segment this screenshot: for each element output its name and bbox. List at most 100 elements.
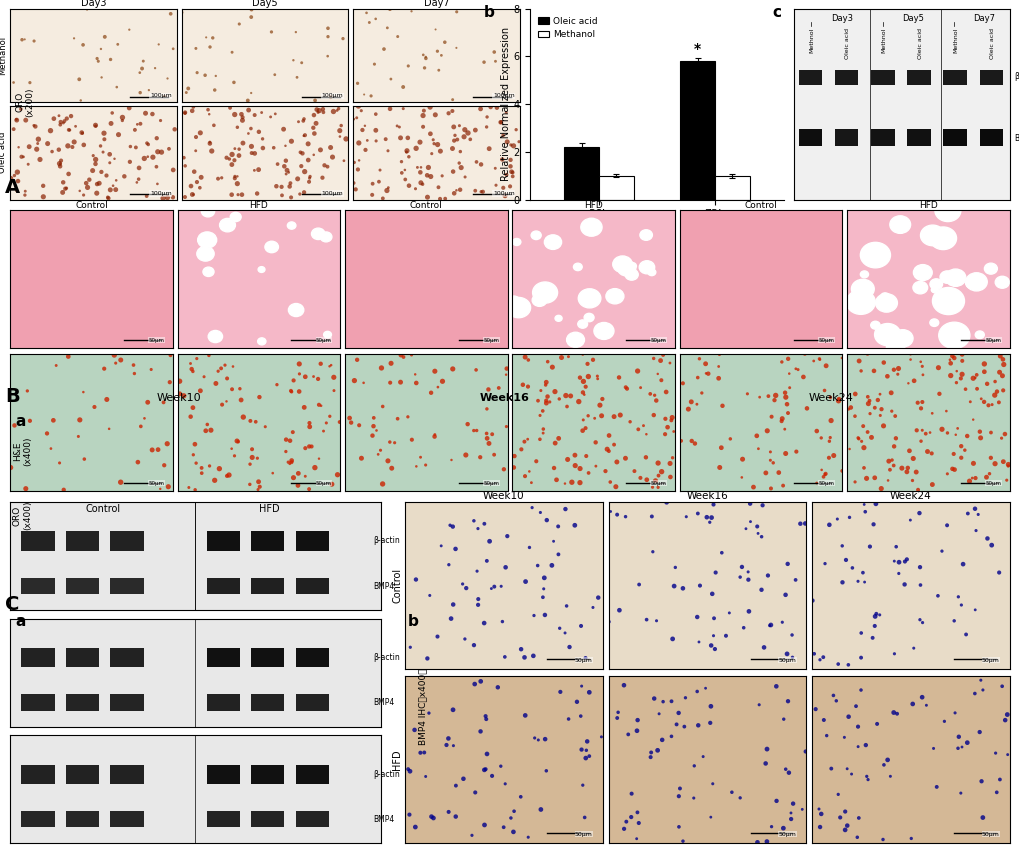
Point: [608, 508, 625, 521]
Point: [224, 147, 240, 161]
Point: [337, 132, 354, 146]
Point: [60, 139, 76, 153]
Point: [425, 133, 441, 147]
Point: [505, 804, 522, 818]
Bar: [65, 531, 99, 550]
Point: [905, 642, 921, 655]
Point: [998, 474, 1014, 487]
Text: Methnol: Methnol: [880, 27, 886, 53]
Point: [357, 119, 373, 133]
Point: [658, 496, 675, 509]
Point: [759, 568, 775, 582]
Point: [953, 367, 969, 381]
Point: [761, 453, 777, 467]
Point: [490, 381, 506, 394]
Point: [938, 426, 955, 440]
Point: [492, 579, 508, 593]
Bar: [834, 70, 858, 85]
Circle shape: [859, 271, 867, 278]
Point: [492, 115, 508, 129]
Point: [436, 36, 452, 49]
Point: [917, 427, 933, 440]
Point: [653, 465, 669, 479]
Point: [642, 387, 658, 400]
Point: [866, 401, 882, 415]
Point: [290, 357, 307, 371]
Point: [99, 393, 115, 406]
Point: [814, 650, 830, 664]
Point: [45, 413, 61, 427]
Point: [694, 750, 710, 763]
Point: [296, 112, 312, 126]
Point: [669, 706, 686, 720]
Point: [6, 418, 22, 432]
Bar: [680, 61, 714, 199]
Point: [94, 71, 110, 84]
Point: [896, 555, 912, 568]
Point: [785, 797, 801, 810]
Point: [557, 389, 574, 402]
Circle shape: [198, 232, 216, 248]
Point: [683, 435, 699, 448]
Point: [932, 544, 949, 558]
Point: [913, 395, 929, 409]
Point: [79, 181, 96, 194]
Point: [408, 459, 424, 473]
Point: [656, 412, 673, 426]
Point: [516, 435, 532, 448]
Point: [462, 133, 478, 147]
Point: [185, 164, 202, 178]
Point: [5, 76, 21, 89]
Point: [351, 418, 367, 432]
Point: [927, 780, 944, 794]
Circle shape: [945, 269, 965, 286]
Point: [78, 3, 95, 16]
Point: [854, 419, 870, 433]
Point: [114, 113, 130, 127]
Point: [551, 621, 568, 635]
Point: [55, 483, 71, 497]
Point: [479, 110, 495, 124]
Point: [311, 104, 327, 118]
Point: [472, 451, 488, 464]
Circle shape: [983, 263, 997, 274]
Point: [489, 681, 505, 694]
Point: [400, 808, 417, 821]
Point: [942, 356, 958, 370]
Point: [477, 710, 493, 723]
Point: [46, 112, 62, 125]
Point: [244, 451, 260, 464]
Point: [104, 106, 120, 120]
Point: [909, 483, 925, 497]
Point: [423, 809, 439, 823]
Point: [828, 512, 845, 526]
Point: [663, 451, 680, 464]
Point: [882, 405, 899, 418]
Point: [166, 123, 182, 136]
Point: [498, 168, 515, 181]
Point: [433, 539, 449, 553]
Point: [780, 352, 796, 366]
Point: [872, 481, 889, 495]
Title: Week16: Week16: [686, 491, 728, 501]
Point: [957, 383, 973, 396]
Point: [393, 155, 410, 169]
Point: [658, 420, 675, 434]
Point: [840, 402, 856, 416]
Point: [129, 118, 146, 131]
Point: [412, 165, 428, 179]
Point: [776, 588, 793, 602]
Point: [162, 7, 178, 20]
Point: [415, 48, 431, 61]
Point: [229, 120, 246, 134]
Point: [465, 423, 481, 437]
Point: [507, 123, 524, 136]
Point: [648, 614, 664, 628]
Point: [795, 370, 811, 383]
Point: [422, 127, 438, 141]
Point: [189, 66, 205, 79]
Point: [649, 456, 665, 469]
Point: [975, 395, 991, 409]
Point: [201, 107, 217, 121]
Point: [199, 417, 215, 431]
